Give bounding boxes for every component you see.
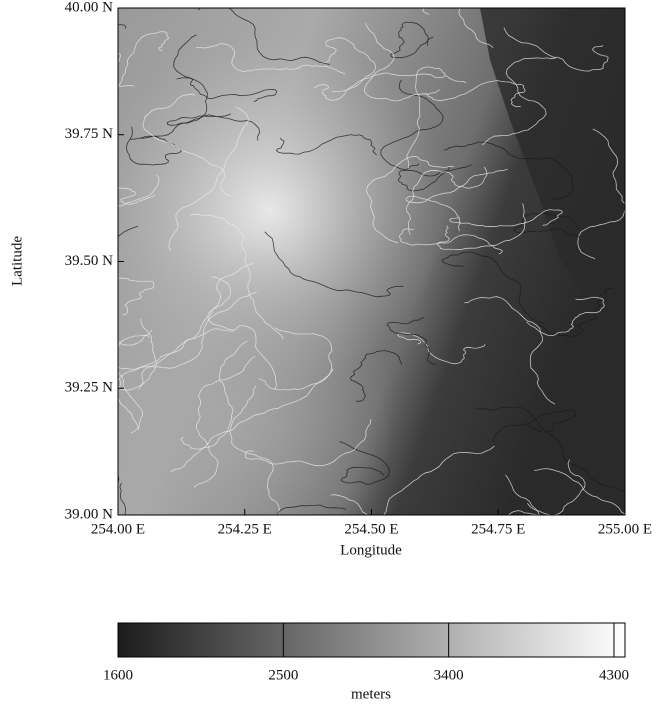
contour-line	[193, 355, 256, 488]
colorbar-tick-label: 1600	[103, 667, 133, 683]
contour-line	[118, 318, 157, 391]
contour-line	[406, 66, 467, 169]
contour-line	[476, 406, 625, 493]
contour-line	[119, 482, 126, 515]
contour-line	[195, 43, 346, 75]
y-tick-label: 39.50 N	[65, 253, 114, 269]
contour-line	[526, 296, 605, 337]
contour-line	[513, 212, 580, 238]
contour-line	[180, 340, 248, 450]
contour-line	[330, 494, 368, 515]
contour-line	[397, 332, 486, 365]
contour-line	[264, 231, 404, 298]
x-tick-label: 255.00 E	[598, 521, 652, 537]
contour-line	[197, 8, 330, 65]
contour-line	[526, 502, 551, 515]
contour-line	[383, 445, 495, 515]
contour-line	[137, 262, 255, 390]
contour-line	[364, 22, 440, 102]
contour-line	[398, 164, 472, 192]
contour-line	[118, 174, 160, 207]
contour-line	[244, 419, 372, 467]
colorbar-label: meters	[351, 686, 391, 702]
contour-line	[168, 106, 249, 252]
contour-line	[118, 328, 235, 430]
contour-line	[118, 329, 153, 434]
contour-line	[505, 474, 540, 515]
contour-line	[233, 504, 346, 515]
contour-line	[538, 288, 614, 337]
contour-line	[118, 334, 150, 348]
contour-line	[405, 168, 508, 232]
contour-line	[398, 228, 504, 255]
contour-line	[365, 156, 455, 244]
contour-line	[176, 77, 278, 102]
y-tick-label: 40.00 N	[65, 0, 114, 15]
contour-line	[424, 80, 526, 108]
colorbar-tick-label: 4300	[599, 667, 629, 683]
contour-line	[482, 57, 557, 146]
x-tick-label: 254.50 E	[344, 521, 398, 537]
contour-line	[170, 368, 334, 473]
y-tick-label: 39.25 N	[65, 380, 114, 396]
y-tick-label: 39.75 N	[65, 126, 114, 142]
contour-line	[405, 166, 488, 236]
colorbar	[117, 622, 626, 658]
x-tick-label: 254.25 E	[218, 521, 272, 537]
contour-line	[464, 296, 556, 405]
colorbar-tick-label: 2500	[268, 667, 298, 683]
x-axis-label: Longitude	[340, 542, 402, 558]
contour-line	[448, 209, 563, 228]
contour-line	[534, 468, 625, 515]
contour-line	[441, 251, 546, 324]
contour-line	[503, 27, 609, 72]
contour-line	[339, 441, 391, 485]
contour-line	[142, 93, 232, 198]
contour-line	[313, 72, 446, 101]
contour-line	[207, 276, 278, 389]
colorbar-tick-label: 3400	[434, 667, 464, 683]
contour-line	[437, 203, 526, 251]
contour-line	[118, 31, 169, 87]
contour-line	[190, 213, 284, 340]
contour-line	[118, 24, 127, 29]
contour-line	[380, 79, 444, 171]
contour-line	[275, 134, 377, 156]
contour-line	[126, 126, 182, 166]
contour-line	[118, 277, 155, 316]
y-tick-label: 39.00 N	[65, 506, 114, 522]
terrain-image	[118, 8, 625, 515]
contour-line	[507, 459, 586, 515]
contour-line	[129, 34, 208, 140]
contour-line	[443, 141, 574, 200]
contour-line	[350, 350, 403, 402]
contour-line	[389, 21, 434, 59]
contour-line	[229, 385, 280, 515]
y-axis-label: Latitude	[9, 236, 25, 286]
contour-line	[321, 37, 377, 93]
contour-line	[493, 409, 577, 443]
contour-line	[422, 8, 494, 48]
contour-line	[386, 317, 436, 365]
x-tick-label: 254.75 E	[471, 521, 525, 537]
x-tick-label: 254.00 E	[91, 521, 145, 537]
